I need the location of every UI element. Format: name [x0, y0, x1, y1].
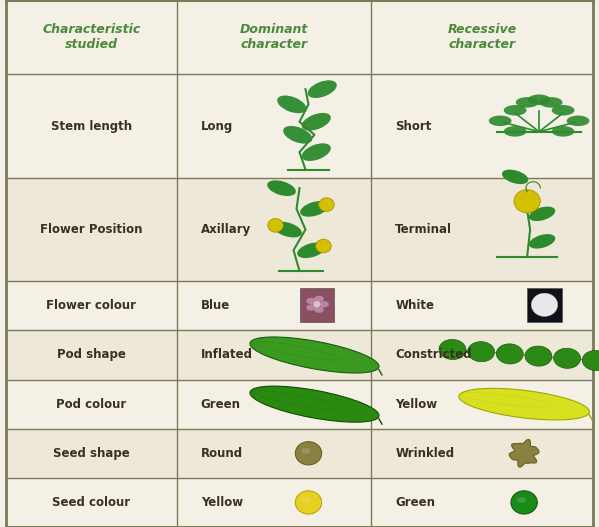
Bar [6, 178, 593, 281]
Circle shape [514, 190, 540, 213]
Text: Pod colour: Pod colour [56, 398, 126, 411]
Ellipse shape [497, 344, 524, 364]
Polygon shape [509, 440, 539, 467]
Ellipse shape [301, 448, 310, 454]
Text: Terminal: Terminal [395, 223, 452, 236]
Text: Blue: Blue [201, 299, 230, 313]
Ellipse shape [468, 341, 495, 362]
Ellipse shape [273, 222, 302, 237]
Ellipse shape [302, 113, 331, 131]
Text: Axillary: Axillary [201, 223, 251, 236]
Text: Wrinkled: Wrinkled [395, 447, 455, 460]
Bar [6, 281, 593, 330]
Text: Seed colour: Seed colour [52, 496, 131, 509]
Ellipse shape [250, 337, 379, 373]
Text: Short: Short [395, 120, 432, 133]
Ellipse shape [567, 115, 589, 126]
Ellipse shape [553, 348, 580, 368]
Ellipse shape [283, 126, 312, 144]
Ellipse shape [504, 126, 527, 136]
Bar [6, 74, 593, 178]
Text: Constricted: Constricted [395, 348, 472, 362]
Ellipse shape [517, 497, 526, 503]
Bar [6, 428, 593, 478]
Ellipse shape [582, 350, 599, 370]
Ellipse shape [529, 207, 555, 221]
Text: White: White [395, 299, 434, 313]
Circle shape [268, 219, 283, 232]
Circle shape [319, 198, 334, 211]
Ellipse shape [525, 346, 552, 366]
Text: Round: Round [201, 447, 243, 460]
Ellipse shape [277, 95, 306, 113]
Bar [6, 478, 593, 527]
Ellipse shape [300, 201, 329, 217]
Ellipse shape [502, 170, 528, 184]
Circle shape [531, 293, 558, 316]
Ellipse shape [540, 97, 562, 108]
Text: Seed shape: Seed shape [53, 447, 130, 460]
Ellipse shape [489, 115, 512, 126]
Ellipse shape [528, 94, 550, 105]
Ellipse shape [314, 296, 324, 302]
Ellipse shape [439, 339, 466, 359]
Ellipse shape [306, 305, 316, 311]
Ellipse shape [267, 180, 296, 196]
Circle shape [316, 239, 331, 253]
Text: Green: Green [395, 496, 435, 509]
Text: Dominant
character: Dominant character [240, 23, 308, 51]
Text: Stem length: Stem length [51, 120, 132, 133]
Ellipse shape [308, 80, 337, 98]
Bar [6, 330, 593, 379]
Ellipse shape [297, 242, 326, 258]
Text: Long: Long [201, 120, 233, 133]
Text: Green: Green [201, 398, 241, 411]
Ellipse shape [314, 307, 324, 313]
Ellipse shape [516, 97, 539, 108]
Bar [527, 288, 562, 321]
Ellipse shape [552, 126, 574, 136]
Text: Yellow: Yellow [201, 496, 243, 509]
Ellipse shape [301, 497, 310, 503]
Text: Recessive
character: Recessive character [447, 23, 517, 51]
Ellipse shape [459, 388, 589, 420]
Text: Pod shape: Pod shape [57, 348, 126, 362]
Circle shape [295, 491, 322, 514]
Ellipse shape [250, 386, 379, 422]
Bar [300, 288, 334, 321]
Ellipse shape [302, 143, 331, 161]
Text: Yellow: Yellow [395, 398, 437, 411]
Ellipse shape [504, 105, 527, 115]
Ellipse shape [306, 298, 316, 304]
Text: Flower colour: Flower colour [46, 299, 137, 313]
Text: Inflated: Inflated [201, 348, 253, 362]
Text: Characteristic
studied: Characteristic studied [42, 23, 141, 51]
Ellipse shape [552, 105, 574, 115]
Circle shape [511, 491, 537, 514]
Circle shape [313, 301, 320, 307]
Ellipse shape [319, 301, 329, 307]
Ellipse shape [529, 234, 555, 249]
Bar [6, 379, 593, 428]
Text: Flower Position: Flower Position [40, 223, 143, 236]
Circle shape [295, 442, 322, 465]
